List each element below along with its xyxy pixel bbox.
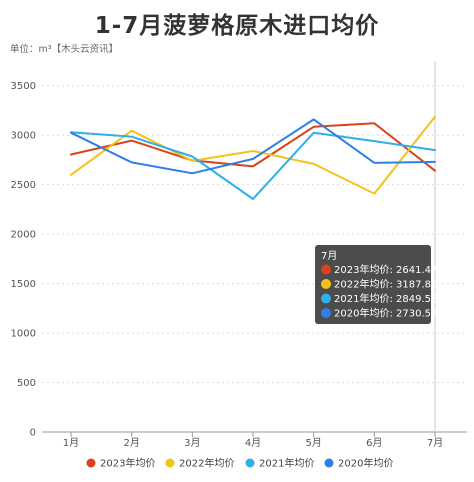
legend-label: 2020年均价 (338, 457, 393, 470)
axes: 0 500 1000 1500 2000 2500 3000 3500 1月 2月 3月 4月 5月 6月… (11, 61, 467, 449)
tooltip-title: 7月 (321, 250, 337, 262)
x-tick-label: 5月 (305, 437, 321, 449)
tooltip-marker (321, 293, 331, 304)
x-tick-label: 2月 (123, 437, 139, 449)
series-lines (70, 115, 436, 200)
tooltip-item: 2020年均价: 2730.52 (334, 307, 437, 320)
x-tick-label: 3月 (184, 437, 200, 449)
x-tick-label: 4月 (245, 437, 261, 449)
tooltip-item: 2022年均价: 3187.88 (334, 278, 437, 291)
tooltip-box (315, 245, 431, 324)
legend: 2023年均价 2022年均价 2021年均价 2020年均价 (86, 457, 393, 470)
y-tick-label: 2500 (11, 180, 36, 191)
y-tick-label: 3500 (11, 81, 36, 92)
series-line (70, 115, 436, 195)
y-tick-label: 2000 (11, 230, 36, 241)
legend-marker (86, 458, 96, 468)
tooltip-marker (321, 279, 331, 289)
y-tick-label: 1000 (11, 329, 36, 340)
y-tick-label: 0 (30, 428, 36, 439)
legend-marker (324, 458, 334, 468)
y-tick-label: 1500 (11, 279, 36, 290)
tooltip-item: 2023年均价: 2641.47 (334, 263, 437, 276)
series-line (70, 131, 436, 200)
legend-marker (165, 458, 175, 468)
x-tick-label: 6月 (366, 437, 382, 449)
tooltip-marker (321, 308, 331, 318)
legend-label: 2023年均价 (100, 457, 155, 470)
unit-label: 单位：m³【木头云资讯】 (10, 44, 119, 55)
series-line (70, 122, 436, 172)
chart-title: 1-7月菠萝格原木进口均价 (94, 13, 380, 39)
legend-marker (245, 458, 255, 468)
y-tick-label: 500 (17, 378, 36, 389)
grid-lines (42, 85, 467, 384)
y-tick-label: 3000 (11, 131, 36, 142)
tooltip-marker (321, 264, 331, 275)
x-tick-label: 1月 (63, 437, 79, 449)
x-tick-label: 7月 (427, 437, 443, 449)
legend-label: 2021年均价 (259, 457, 314, 470)
legend-label: 2022年均价 (179, 457, 234, 470)
tooltip-item: 2021年均价: 2849.55 (334, 292, 437, 305)
series-line (70, 118, 436, 175)
